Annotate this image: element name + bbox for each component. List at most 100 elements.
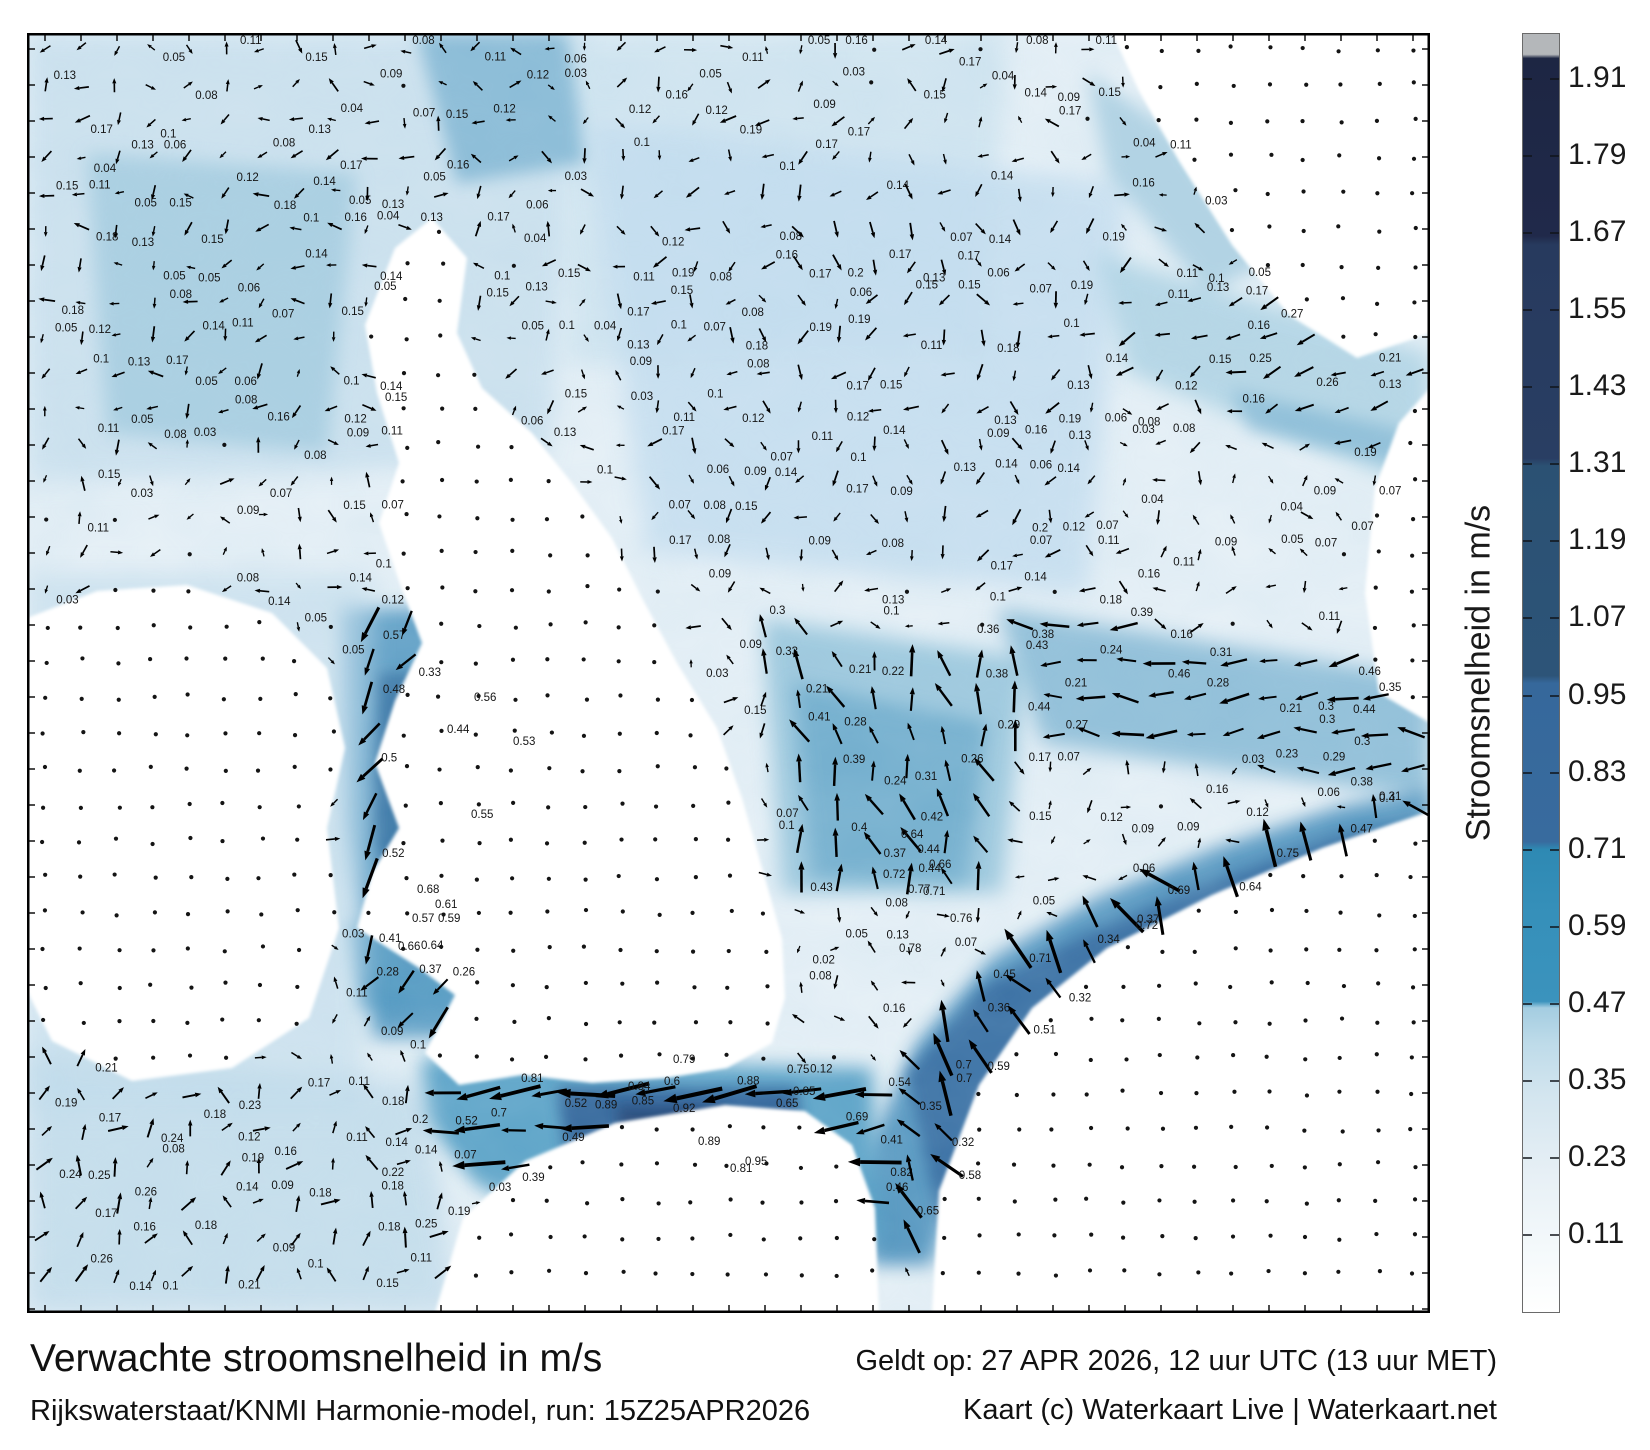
grid-dot xyxy=(472,372,477,377)
current-value-label: 0.33 xyxy=(776,646,798,658)
colorbar-tick-label: 1.79 xyxy=(1568,138,1627,172)
current-arrow-head xyxy=(331,337,336,342)
current-arrow-head xyxy=(943,159,947,165)
current-arrow-head xyxy=(942,516,947,523)
current-arrow-head xyxy=(1078,588,1086,593)
grid-dot xyxy=(1269,152,1274,157)
current-value-label: 0.14 xyxy=(991,170,1014,182)
grid-dot xyxy=(260,656,265,661)
current-arrow-shaft xyxy=(580,188,590,195)
current-value-label: 0.07 xyxy=(950,232,972,244)
current-value-label: 0.13 xyxy=(132,237,154,249)
current-arrow-shaft xyxy=(690,334,697,340)
grid-dot xyxy=(117,1019,122,1024)
current-arrow-head xyxy=(472,80,478,87)
current-arrow-shaft xyxy=(577,408,584,413)
current-value-label: 0.07 xyxy=(1030,535,1052,547)
current-arrow-head xyxy=(336,585,343,590)
current-arrow-head xyxy=(725,517,730,524)
grid-dot xyxy=(1229,227,1235,233)
current-value-label: 0.16 xyxy=(1138,569,1160,581)
current-arrow-head xyxy=(903,406,910,411)
colorbar-tick-mark xyxy=(1523,617,1532,620)
current-arrow-head xyxy=(834,946,840,951)
grid-dot xyxy=(1157,1198,1162,1203)
current-arrow-shaft xyxy=(940,979,944,984)
current-value-label: 0.57 xyxy=(383,630,405,642)
current-value-label: 0.14 xyxy=(925,35,948,47)
current-arrow-shaft xyxy=(220,1164,229,1176)
grid-dot xyxy=(976,1091,981,1097)
current-arrow-shaft xyxy=(577,263,587,270)
current-arrow-shaft xyxy=(1013,370,1017,377)
current-arrow-shaft xyxy=(296,372,300,377)
current-arrow-shaft xyxy=(1188,661,1207,665)
current-arrow-head xyxy=(656,86,661,93)
current-arrow-shaft xyxy=(1299,445,1307,451)
current-arrow-head xyxy=(361,587,368,592)
current-arrow-shaft xyxy=(976,840,989,853)
grid-dot xyxy=(1233,946,1238,951)
current-arrow-shaft xyxy=(1197,842,1200,849)
current-arrow-head xyxy=(872,445,877,452)
grid-dot xyxy=(1374,1231,1379,1237)
current-arrow-head xyxy=(1370,372,1377,377)
current-value-label: 0.11 xyxy=(921,340,943,352)
current-arrow-shaft xyxy=(1194,399,1200,410)
current-arrow-head xyxy=(908,117,914,124)
current-arrow-shaft xyxy=(297,187,305,196)
colorbar-tick-mark xyxy=(1550,463,1559,466)
grid-dot xyxy=(403,803,408,808)
current-arrow-head xyxy=(1258,695,1265,701)
grid-dot xyxy=(1411,48,1416,53)
current-value-label: 0.11 xyxy=(742,52,764,64)
current-arrow-shaft xyxy=(366,824,377,852)
current-arrow-head xyxy=(544,46,550,51)
current-arrow-head xyxy=(364,956,371,965)
current-arrow-shaft xyxy=(937,1158,964,1178)
current-arrow-head xyxy=(839,1017,846,1021)
current-arrow-head xyxy=(1294,371,1302,377)
colorbar-tick-mark xyxy=(1550,694,1559,697)
current-value-label: 0.31 xyxy=(915,771,937,783)
current-arrow-head xyxy=(1017,444,1023,450)
grid-dot xyxy=(1302,1234,1308,1240)
grid-dot xyxy=(546,589,551,594)
grid-dot xyxy=(1087,1162,1092,1167)
current-arrow-head xyxy=(288,117,295,122)
current-arrow-shaft xyxy=(152,151,158,156)
current-arrow-head xyxy=(719,118,727,123)
current-arrow-shaft xyxy=(1049,548,1061,556)
grid-dot xyxy=(1410,658,1415,663)
current-value-label: 0.13 xyxy=(54,70,76,82)
current-arrow-head xyxy=(81,443,87,449)
current-value-label: 0.15 xyxy=(1209,354,1231,366)
current-arrow-head xyxy=(46,1157,53,1164)
colorbar-tick-mark xyxy=(1523,848,1532,851)
grid-dot xyxy=(260,944,266,949)
current-arrow-shaft xyxy=(1194,518,1200,526)
current-arrow-head xyxy=(726,624,732,631)
grid-dot xyxy=(511,800,516,805)
current-arrow-shaft xyxy=(1337,728,1355,734)
current-arrow-shaft xyxy=(436,1197,442,1210)
current-arrow-head xyxy=(332,1018,336,1024)
grid-dot xyxy=(582,840,587,845)
current-arrow-shaft xyxy=(689,186,700,195)
current-arrow-shaft xyxy=(1153,729,1178,738)
grid-dot xyxy=(1233,188,1238,193)
current-arrow-shaft xyxy=(1082,770,1089,776)
current-arrow-shaft xyxy=(363,722,381,741)
current-value-label: 0.11 xyxy=(633,272,655,284)
current-value-label: 0.11 xyxy=(410,1253,432,1265)
current-arrow-shaft xyxy=(982,154,989,157)
grid-dot xyxy=(976,1270,981,1275)
grid-dot xyxy=(1084,1092,1089,1097)
grid-dot xyxy=(1413,116,1418,121)
current-arrow-shaft xyxy=(723,698,734,704)
current-value-label: 0.1 xyxy=(308,1258,324,1270)
current-arrow-head xyxy=(581,374,586,380)
current-value-label: 0.07 xyxy=(272,308,294,320)
current-value-label-sampled: 0.61 xyxy=(435,899,457,911)
current-arrow-shaft xyxy=(1159,439,1166,444)
